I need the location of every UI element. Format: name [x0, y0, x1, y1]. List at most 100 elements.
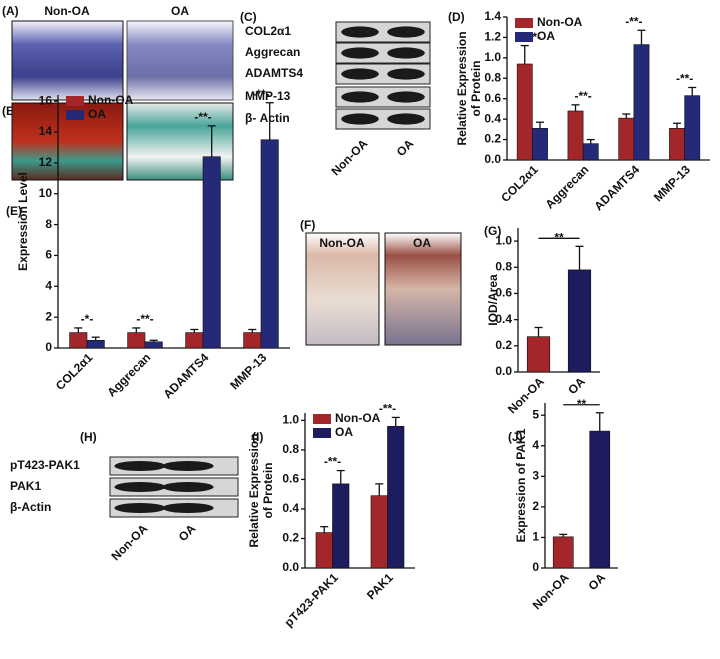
bar: [243, 332, 262, 349]
blot-band: [341, 26, 379, 38]
y-tick-label: 6: [45, 248, 52, 262]
bar: [370, 495, 388, 569]
bar: [589, 430, 611, 569]
blot-band: [162, 481, 214, 493]
row-label: Aggrecan: [245, 45, 300, 59]
bar: [387, 425, 405, 569]
x-tick-label: ADAMTS4: [591, 162, 642, 213]
y-tick-label: 1.2: [484, 30, 501, 44]
y-tick-label: 0.0: [484, 152, 501, 166]
legend-label: OA: [88, 107, 106, 121]
histology-image: [11, 102, 124, 181]
histology-image: [384, 232, 462, 346]
bar: [315, 532, 333, 569]
bar: [260, 139, 279, 349]
column-header: OA: [413, 236, 431, 250]
x-tick-label: PAK1: [364, 570, 396, 602]
blot-band: [114, 502, 166, 514]
blot-band: [387, 26, 425, 38]
panel-label: (I): [252, 430, 263, 444]
panel-label: (A): [2, 4, 19, 18]
y-tick-label: 8: [45, 217, 52, 231]
legend-label: Non-OA: [88, 93, 134, 107]
bar: [567, 110, 584, 161]
y-tick-label: 0.8: [282, 442, 299, 456]
row-label: PAK1: [10, 479, 41, 493]
y-tick-label: 16: [39, 93, 53, 107]
histology-image: [126, 20, 234, 101]
y-axis-label: of Protein: [261, 463, 275, 519]
significance-label: -**-: [252, 87, 269, 101]
bar: [144, 341, 163, 349]
x-tick-label: MMP-13: [227, 350, 269, 392]
bar: [526, 336, 551, 373]
y-tick-label: 0.6: [282, 472, 299, 486]
histology-image: [11, 20, 124, 101]
bar: [185, 332, 204, 349]
y-tick-label: 0.8: [495, 259, 512, 273]
bar: [86, 339, 105, 349]
panel-label: (J): [508, 430, 523, 444]
y-tick-label: 0.4: [484, 111, 501, 125]
y-axis-label: IOD/Area: [486, 274, 500, 326]
bar: [552, 536, 574, 569]
y-tick-label: 1.0: [282, 413, 299, 427]
bar: [69, 332, 88, 349]
panel-label: (H): [80, 430, 97, 444]
histology-image: [305, 232, 380, 346]
y-tick-label: 3: [532, 469, 539, 483]
legend-swatch: [515, 32, 533, 42]
panel-label: (E): [6, 204, 22, 218]
blot-band: [341, 68, 379, 80]
y-tick-label: 5: [532, 407, 539, 421]
bar: [532, 128, 548, 161]
x-tick-label: MMP-13: [651, 162, 693, 204]
legend-label: OA: [335, 425, 353, 439]
y-tick-label: 0: [532, 560, 539, 574]
y-tick-label: 0.6: [495, 286, 512, 300]
y-tick-label: 4: [45, 278, 52, 292]
y-tick-label: 0.6: [484, 91, 501, 105]
significance-label: -*-: [81, 312, 94, 326]
x-tick-label: Aggrecan: [542, 162, 591, 211]
row-label: ADAMTS4: [245, 66, 303, 80]
bar: [567, 269, 592, 373]
x-tick-label: COL2α1: [498, 162, 541, 205]
y-tick-label: 0.0: [495, 364, 512, 378]
blot-band: [387, 68, 425, 80]
y-tick-label: 1.0: [484, 50, 501, 64]
y-tick-label: 0.8: [484, 70, 501, 84]
significance-label: **: [577, 397, 587, 411]
significance-label: -**-: [379, 402, 396, 416]
y-tick-label: 0.2: [484, 132, 501, 146]
bar: [202, 156, 221, 349]
significance-label: -**-: [324, 455, 341, 469]
blot-band: [162, 460, 214, 472]
significance-label: -**-: [194, 110, 211, 124]
row-label: β-Actin: [10, 500, 51, 514]
significance-label: **: [554, 230, 564, 244]
bar: [332, 483, 350, 569]
bar: [582, 143, 599, 161]
blot-band: [341, 91, 379, 103]
bar: [516, 63, 533, 161]
row-label: pT423-PAK1: [10, 458, 80, 472]
column-header: OA: [171, 4, 189, 18]
bar: [618, 117, 635, 161]
y-tick-label: 1.4: [484, 9, 501, 23]
bar: [633, 44, 650, 161]
panel-label: (G): [484, 224, 501, 238]
y-axis-label: Relative Expression: [455, 31, 469, 145]
legend-swatch: [66, 96, 84, 106]
bar: [669, 128, 685, 161]
significance-label: -**-: [136, 312, 153, 326]
blot-band: [387, 47, 425, 59]
legend-swatch: [313, 414, 331, 424]
y-tick-label: 4: [532, 438, 539, 452]
y-axis-label: Expression Level: [16, 172, 30, 271]
x-tick-label: OA: [585, 570, 608, 593]
significance-label: -**-: [676, 72, 693, 86]
x-tick-label: Non-OA: [530, 570, 572, 612]
row-label: MMP-13: [245, 89, 291, 103]
